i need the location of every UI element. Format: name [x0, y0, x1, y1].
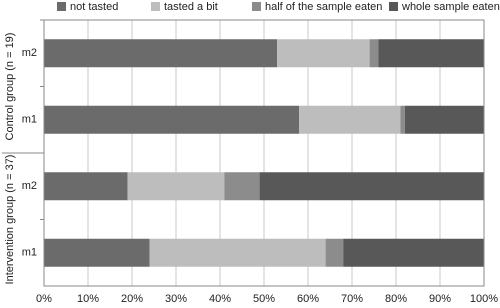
legend-swatch: [389, 2, 398, 11]
x-tick-label: 80%: [385, 293, 407, 305]
bar-segment: [277, 39, 370, 68]
y-tick-label: m2: [22, 47, 37, 59]
x-tick-label: 90%: [429, 293, 451, 305]
x-tick-label: 30%: [165, 293, 187, 305]
y-tick-label: m2: [22, 180, 37, 192]
bar-segment: [299, 105, 401, 134]
bar-segment: [44, 39, 278, 68]
x-tick-label: 20%: [121, 293, 143, 305]
bar-segment: [325, 238, 344, 267]
legend-swatch: [57, 2, 66, 11]
legend-swatch: [151, 2, 160, 11]
x-tick-label: 70%: [341, 293, 363, 305]
bar-segment: [369, 39, 379, 68]
bar-segment: [44, 105, 300, 134]
x-tick-label: 40%: [209, 293, 231, 305]
legend-label: half of the sample eaten: [265, 1, 382, 13]
bar-segment: [378, 39, 484, 68]
x-tick-label: 10%: [77, 293, 99, 305]
y-tick-label: m1: [22, 247, 37, 259]
bar-segment: [44, 172, 128, 201]
bar-segment: [224, 172, 260, 201]
legend-swatch: [252, 2, 261, 11]
bar-segment: [44, 238, 150, 267]
legend-label: tasted a bit: [164, 1, 218, 13]
bar-segment: [400, 105, 405, 134]
legend-label: not tasted: [70, 1, 118, 13]
bar-segment: [127, 172, 225, 201]
x-tick-label: 60%: [297, 293, 319, 305]
bar-segment: [404, 105, 484, 134]
x-tick-label: 100%: [470, 293, 498, 305]
legend-label: whole sample eaten: [401, 1, 500, 13]
group-label: Control group (n = 19): [4, 33, 16, 141]
bar-segment: [343, 238, 484, 267]
y-tick-label: m1: [22, 114, 37, 126]
x-tick-label: 50%: [253, 293, 275, 305]
group-label: Intervention group (n = 37): [4, 155, 16, 285]
x-tick-label: 0%: [36, 293, 52, 305]
bar-segment: [149, 238, 326, 267]
bar-segment: [259, 172, 484, 201]
